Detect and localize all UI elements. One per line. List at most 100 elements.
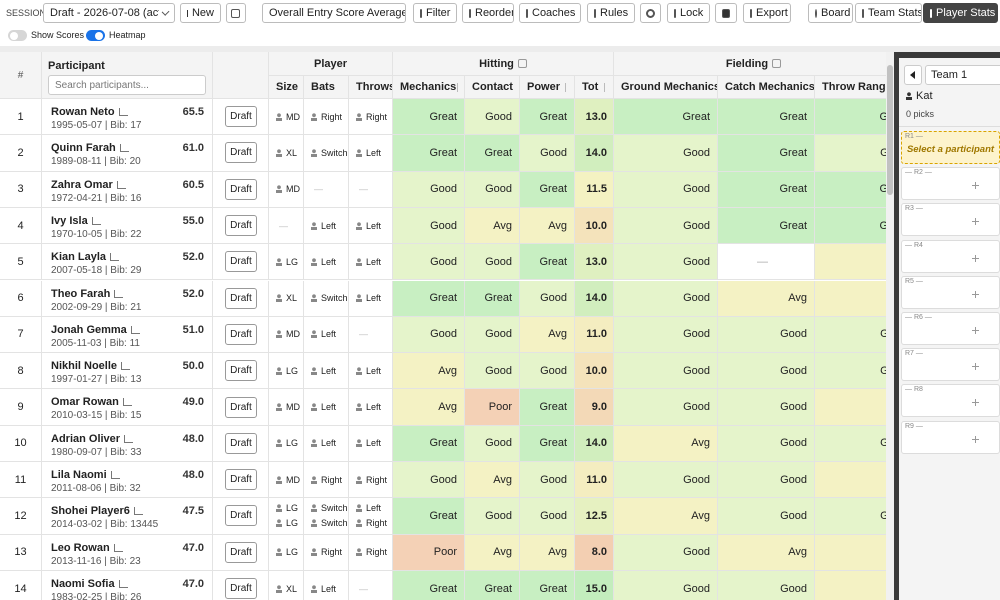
pick-slot[interactable]: — R6 —	[901, 312, 1000, 345]
player-stats-button[interactable]: Player Stats	[923, 3, 998, 23]
draft-button[interactable]: Draft	[225, 396, 257, 418]
row-number: 6	[17, 292, 24, 305]
sort-icon	[601, 82, 607, 92]
person-icon	[356, 475, 362, 484]
name-text[interactable]: Ivy Isla	[51, 214, 88, 227]
name-text[interactable]: Rowan Neto	[51, 106, 115, 118]
filter-button[interactable]: Filter	[413, 3, 457, 23]
name-text[interactable]: Shohei Player6	[51, 505, 130, 518]
export-button[interactable]: Export	[743, 3, 791, 23]
pick-slot[interactable]: R7 —	[901, 348, 1000, 382]
attr-value: LG	[276, 547, 298, 557]
team-stats-button[interactable]: Team Stats	[855, 3, 922, 23]
table-cell: Good	[465, 353, 520, 390]
name-text[interactable]: Quinn Farah	[51, 142, 116, 155]
table-cell: Great	[393, 425, 465, 462]
draft-button[interactable]: Draft	[225, 287, 257, 309]
pick-slot[interactable]: R1 — Select a participant	[901, 131, 1000, 164]
draft-button[interactable]: Draft	[225, 178, 257, 200]
reorder-button[interactable]: Reorder	[462, 3, 514, 23]
draft-button[interactable]: Draft	[225, 106, 257, 128]
rating: Good	[880, 365, 886, 377]
name-text[interactable]: Adrian Oliver	[51, 432, 121, 445]
session-select[interactable]: Draft - 2026-07-08 (active	[43, 3, 175, 23]
coaches-button[interactable]: Coaches	[519, 3, 581, 23]
rules-button[interactable]: Rules	[587, 3, 635, 23]
heatmap-toggle[interactable]	[86, 30, 105, 41]
draft-button[interactable]: Draft	[225, 432, 257, 454]
sort-select[interactable]: Overall Entry Score Average	[262, 3, 406, 23]
score: 47.0	[182, 577, 204, 590]
draft-button[interactable]: Draft	[225, 578, 257, 600]
pick-slot[interactable]: — R4	[901, 239, 1000, 273]
board-button[interactable]: Board	[808, 3, 853, 23]
draft-button[interactable]: Draft	[225, 142, 257, 164]
rating: Poor	[488, 401, 512, 414]
collapse-icon	[517, 59, 527, 68]
delete-button[interactable]	[715, 3, 737, 23]
rating: Avg	[691, 437, 710, 450]
prev-team-button[interactable]	[904, 65, 922, 85]
total: 9.0	[591, 401, 607, 414]
draft-button[interactable]: Draft	[225, 215, 257, 237]
pick-slot[interactable]: — R8	[901, 384, 1000, 418]
draft-button[interactable]: Draft	[225, 251, 257, 273]
attr-value: Right	[311, 547, 342, 557]
person-icon	[276, 504, 282, 513]
table-cell: 11.5	[575, 171, 614, 208]
draft-button[interactable]: Draft	[225, 541, 257, 563]
attr-text: XL	[286, 583, 298, 594]
attr-value: Left	[356, 257, 381, 267]
settings-button[interactable]	[640, 3, 661, 23]
table-cell: Good	[718, 316, 815, 354]
group-header: Fielding	[614, 52, 886, 76]
attr-value: XL	[276, 293, 297, 303]
pick-slot[interactable]: R5 —	[901, 275, 1000, 309]
table-cell: Left	[349, 244, 393, 281]
reorder-text: Reorder	[475, 7, 514, 19]
name-text[interactable]: Kian Layla	[51, 251, 107, 264]
search-input[interactable]: Search participants...	[48, 75, 206, 95]
coach-icon	[906, 92, 912, 100]
name-text[interactable]: Jonah Gemma	[51, 323, 127, 336]
name-text[interactable]: Omar Rowan	[51, 396, 119, 409]
table-cell: Good	[718, 498, 815, 535]
chart-icon	[124, 434, 134, 443]
draft-button[interactable]: Draft	[225, 360, 257, 382]
copy-button[interactable]	[226, 3, 246, 23]
attr-value: Left	[356, 503, 381, 513]
name-text[interactable]: Nikhil Noelle	[51, 360, 118, 373]
show-scores-toggle[interactable]	[8, 30, 27, 41]
draft-button[interactable]: Draft	[225, 505, 257, 527]
table-cell: Good	[465, 244, 520, 281]
draft-button[interactable]: Draft	[225, 469, 257, 491]
rating: Great	[429, 582, 457, 595]
lock-button[interactable]: Lock	[667, 3, 710, 23]
table-cell: MD	[269, 462, 304, 499]
pick-slot[interactable]: R9 —	[901, 420, 1000, 454]
rating: Avg	[493, 219, 512, 232]
team-select[interactable]: Team 1	[925, 65, 1000, 85]
new-button[interactable]: New	[180, 3, 221, 23]
coaches-text: Coaches	[532, 7, 576, 19]
attr-text: Switch	[321, 147, 348, 158]
name-text[interactable]: Naomi Sofia	[51, 577, 115, 590]
pick-slot[interactable]: R3 —	[901, 203, 1000, 237]
table-cell: Left	[349, 280, 393, 317]
scroll-thumb[interactable]	[887, 65, 893, 195]
person-icon	[311, 148, 317, 157]
attr-value: —	[356, 329, 368, 339]
column-header: Throws	[349, 76, 393, 99]
name-text[interactable]: Theo Farah	[51, 287, 111, 300]
name-text[interactable]: Lila Naomi	[51, 469, 107, 481]
rating: Good	[780, 582, 807, 595]
person-icon	[276, 584, 282, 593]
table-cell: Great	[520, 99, 575, 136]
table-cell: Right	[349, 534, 393, 571]
pick-slot[interactable]: — R2 —	[901, 167, 1000, 201]
score: 47.5	[182, 505, 204, 518]
name-text[interactable]: Leo Rowan	[51, 541, 110, 554]
draft-button[interactable]: Draft	[225, 323, 257, 345]
table-cell: Good	[718, 462, 815, 499]
name-text[interactable]: Zahra Omar	[51, 178, 113, 191]
